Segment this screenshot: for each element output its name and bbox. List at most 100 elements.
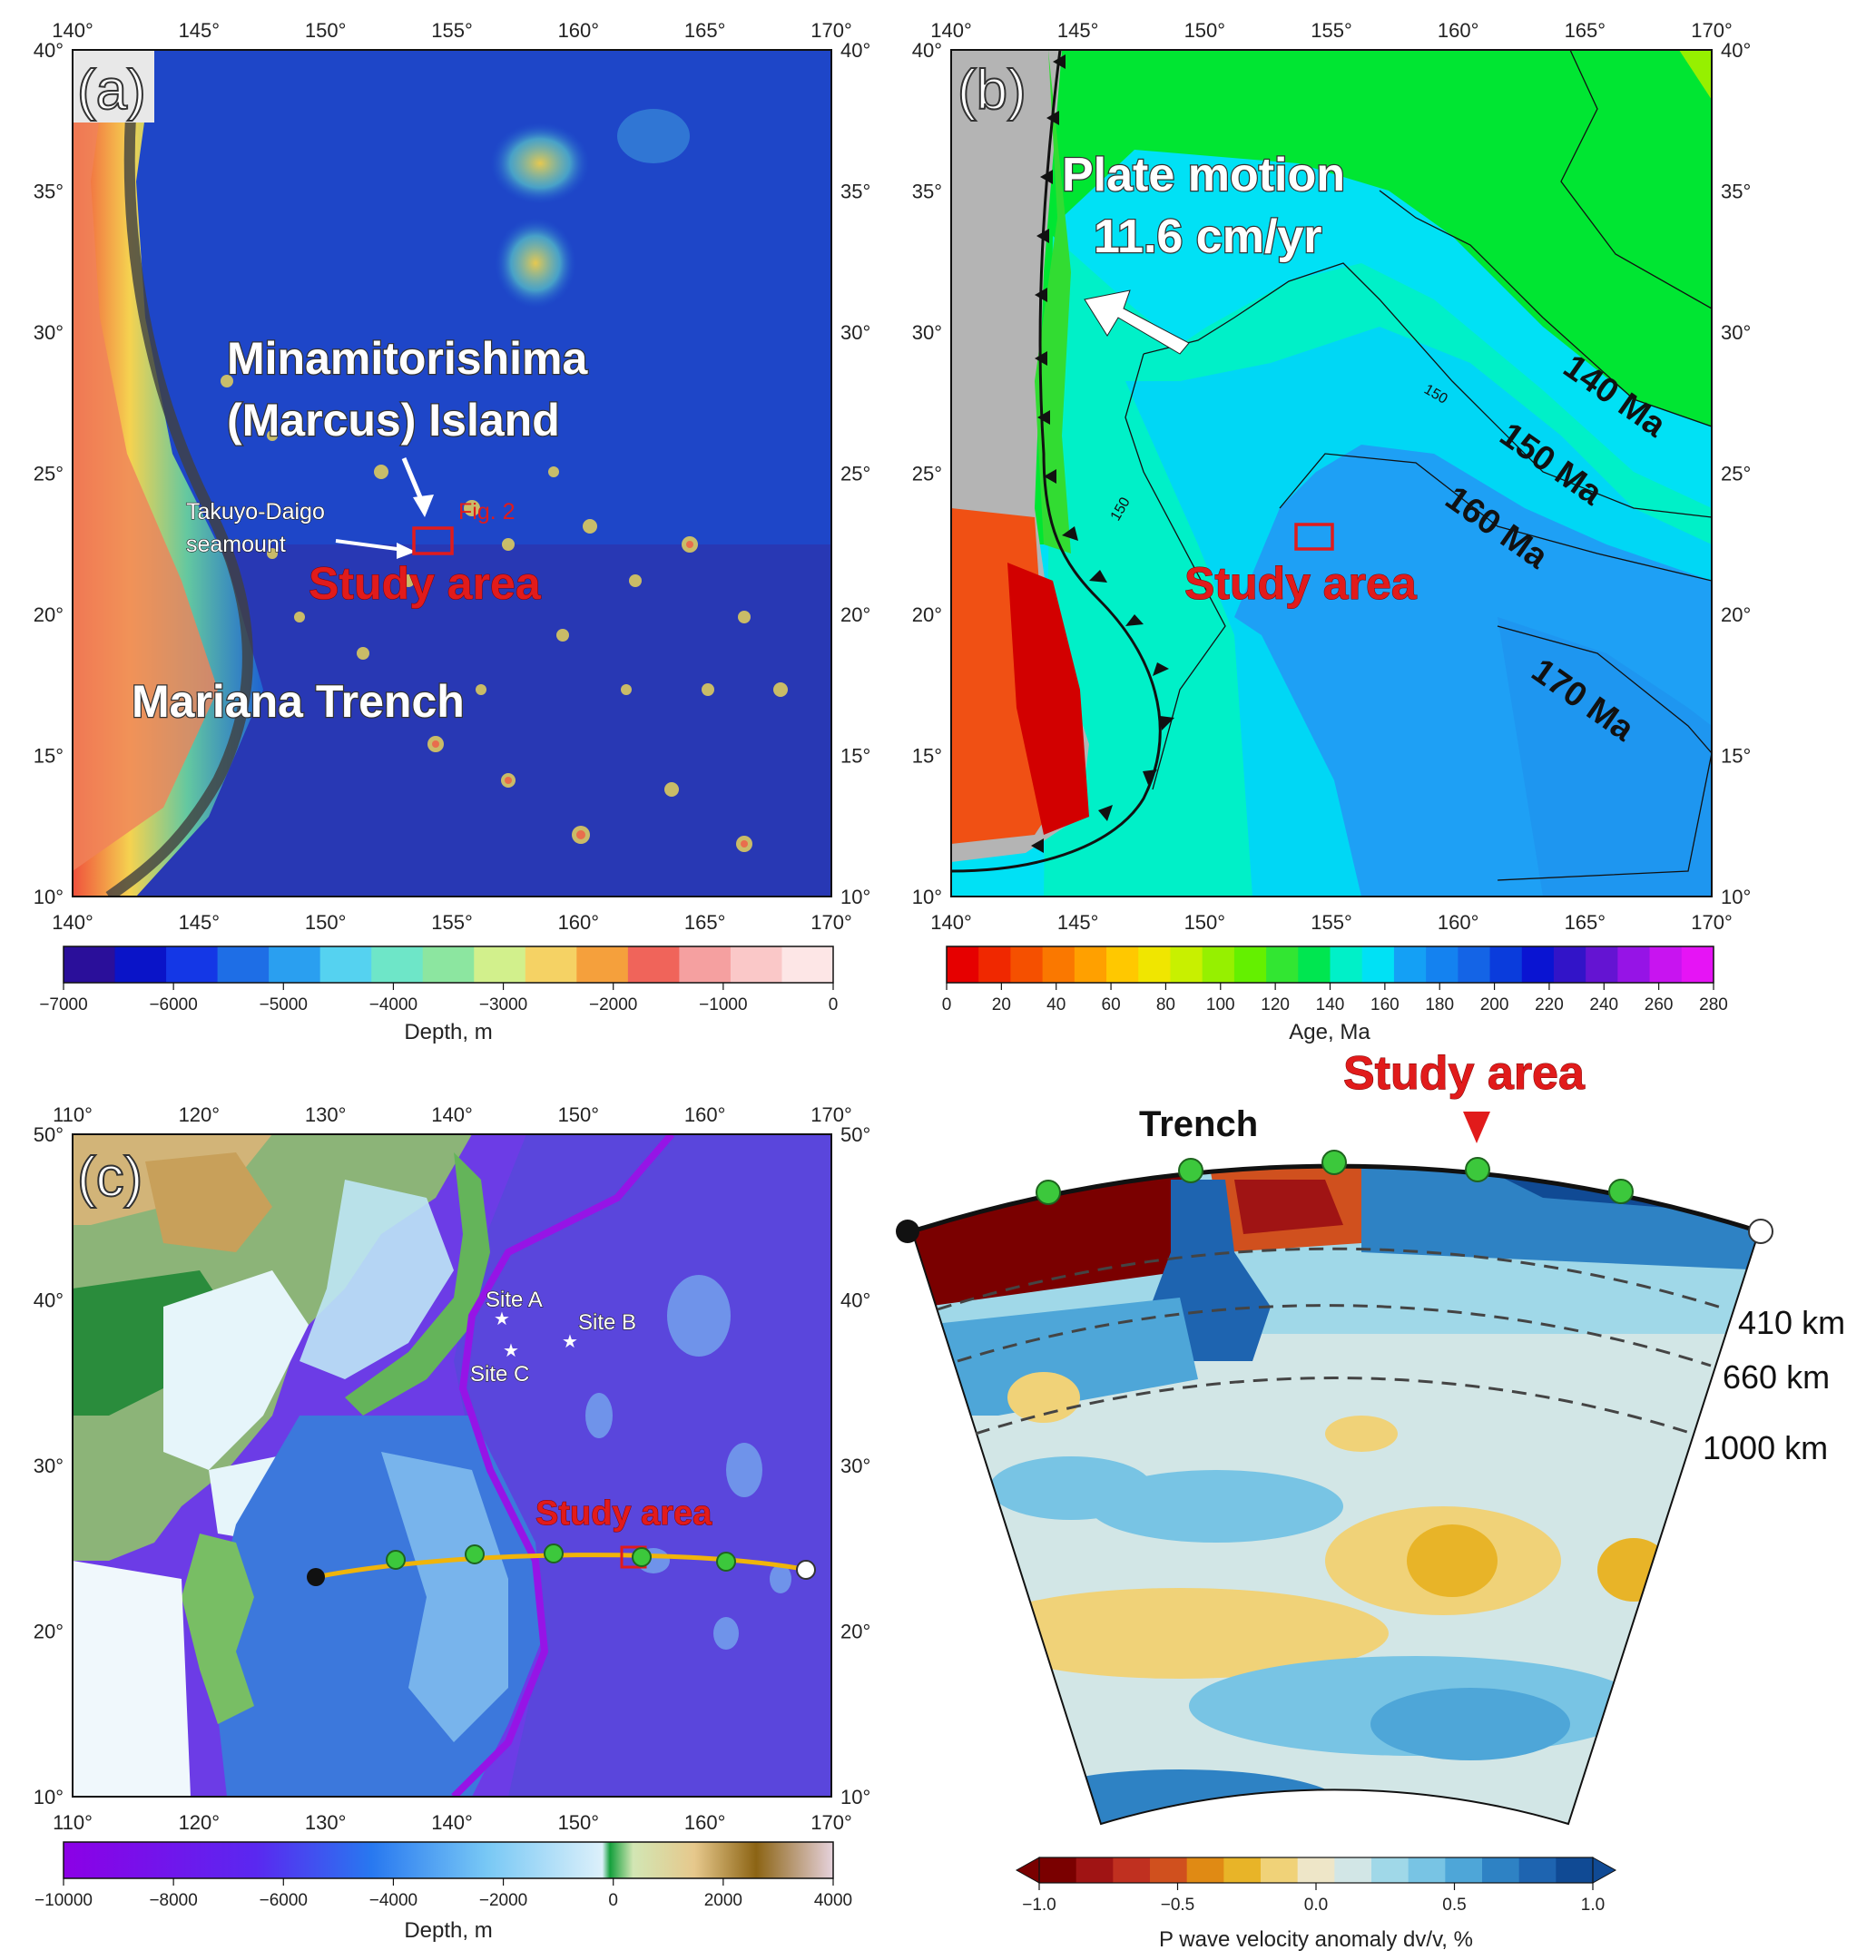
panel-d-colorbar-swatch	[1150, 1857, 1188, 1883]
panel-b-colorbar-tick-label: 60	[1102, 995, 1121, 1014]
panel-a-colorbar-swatch	[166, 946, 219, 983]
panel-a-lon-tick-top: 155°	[431, 19, 473, 42]
panel-a-colorbar-swatch	[525, 946, 577, 983]
panel-b-colorbar-swatch	[1681, 946, 1714, 983]
seamount-label-line2: seamount	[186, 532, 286, 557]
panel-b-lat-tick-left: 25°	[912, 463, 942, 485]
panel-d-colorbar-label: P wave velocity anomaly dv/v, %	[1159, 1927, 1473, 1952]
panel-d-colorbar-swatch	[1445, 1857, 1483, 1883]
panel-b-lon-tick-bottom: 150°	[1184, 911, 1226, 934]
panel-d-colorbar-swatch	[1482, 1857, 1520, 1883]
plate-motion-arrow	[1084, 289, 1190, 355]
panel-b-colorbar-tick-label: 100	[1206, 995, 1235, 1014]
panel-a-lat-tick-right: 20°	[840, 603, 870, 626]
panel-c-lon-tick-bottom: 160°	[684, 1811, 726, 1834]
panel-b-colorbar-swatch	[1586, 946, 1618, 983]
site-c-label: Site C	[470, 1362, 529, 1387]
panel-c-lat-tick-right: 20°	[840, 1621, 870, 1643]
panel-b-colorbar-tick-label: 200	[1480, 995, 1509, 1014]
panel-b-lon-tick-top: 165°	[1565, 19, 1606, 42]
panel-a-colorbar-tick-label: −5000	[260, 995, 308, 1014]
panel-d-colorbar-swatch	[1223, 1857, 1262, 1883]
panel-b-lon-tick-top: 170°	[1691, 19, 1733, 42]
panel-a-colorbar-tick-label: −6000	[149, 995, 197, 1014]
panel-a-study-box	[412, 526, 454, 555]
panel-d-colorbar-swatch	[1518, 1857, 1557, 1883]
panel-b-colorbar-label: Age, Ma	[1289, 1020, 1370, 1044]
island-name-line1: Minamitorishima	[227, 333, 588, 384]
panel-b-colorbar-swatch	[1330, 946, 1363, 983]
seamount-label-line1: Takuyo-Daigo	[186, 499, 325, 524]
panel-c-colorbar-tick-label: −2000	[479, 1891, 527, 1910]
panel-a-colorbar-swatch	[781, 946, 834, 983]
panel-c-lon-tick-top: 150°	[558, 1103, 600, 1126]
panel-d-colorbar-swatch	[1334, 1857, 1372, 1883]
section-end-marker	[1748, 1219, 1773, 1244]
panel-b-study-box	[1294, 523, 1334, 551]
panel-a-lon-tick-bottom: 145°	[179, 911, 221, 934]
panel-a-lat-tick-left: 10°	[34, 886, 64, 908]
panel-b-colorbar-swatch	[1393, 946, 1427, 983]
profile-marker-4	[632, 1547, 652, 1567]
panel-d-colorbar-swatch	[1371, 1857, 1409, 1883]
panel-b-lon-tick-top: 145°	[1057, 19, 1099, 42]
panel-a-colorbar-swatch	[730, 946, 782, 983]
panel-d-colorbar-swatch	[1556, 1857, 1594, 1883]
panel-b-lon-tick-bottom: 155°	[1311, 911, 1352, 934]
panel-b-lat-tick-right: 30°	[1721, 321, 1751, 344]
panel-a-lat-tick-left: 25°	[34, 463, 64, 485]
panel-b-lat-tick-right: 10°	[1721, 886, 1751, 908]
panel-c-lat-tick-left: 40°	[34, 1289, 64, 1312]
panel-a-lat-tick-left: 40°	[34, 39, 64, 62]
panel-b-colorbar-tick-label: 220	[1535, 995, 1564, 1014]
panel-d-tomography-section: 410 km 660 km 1000 km Trench Study area	[896, 1047, 1845, 1826]
panel-a-lon-tick-top: 160°	[558, 19, 600, 42]
site-a-star-icon: ★	[494, 1308, 510, 1329]
panel-b-colorbar-swatch	[1298, 946, 1331, 983]
panel-c-lat-tick-left: 20°	[34, 1621, 64, 1643]
panel-a-colorbar-swatch	[319, 946, 372, 983]
site-b-star-icon: ★	[562, 1330, 578, 1352]
panel-a-colorbar-swatch	[627, 946, 680, 983]
panel-d-colorbar-tick-label: 0.5	[1442, 1896, 1466, 1915]
panel-b-colorbar-tick-label: 160	[1370, 995, 1400, 1014]
panel-c-lat-tick-right: 40°	[840, 1289, 870, 1312]
panel-c-colorbar-label: Depth, m	[404, 1918, 492, 1943]
panel-b-lat-tick-right: 15°	[1721, 745, 1751, 768]
panel-c-lon-tick-top: 140°	[431, 1103, 473, 1126]
panel-b-colorbar-swatch	[1074, 946, 1107, 983]
panel-b-colorbar-swatch	[1138, 946, 1171, 983]
panel-b-colorbar-tick-label: 80	[1156, 995, 1175, 1014]
panel-d-colorbar-tick-label: −0.5	[1161, 1896, 1195, 1915]
panel-b-colorbar-swatch	[1521, 946, 1555, 983]
panel-a-lat-tick-right: 10°	[840, 886, 870, 908]
panel-a-colorbar-swatch	[217, 946, 270, 983]
panel-b-lon-tick-bottom: 160°	[1438, 911, 1479, 934]
panel-b-colorbar-swatch	[1458, 946, 1491, 983]
mariana-trench-label: Mariana Trench	[132, 676, 465, 727]
panel-a-colorbar-swatch	[64, 946, 116, 983]
panel-a-lon-tick-top: 150°	[305, 19, 347, 42]
panel-b-lon-tick-bottom: 170°	[1691, 911, 1733, 934]
panel-b-colorbar-swatch	[1233, 946, 1267, 983]
panel-c-lon-tick-bottom: 170°	[810, 1811, 852, 1834]
depth-1000-label: 1000 km	[1703, 1429, 1828, 1466]
panel-c-colorbar-tick-label: 2000	[704, 1891, 742, 1910]
panel-b-lat-tick-right: 20°	[1721, 603, 1751, 626]
panel-c-colorbar: −10000 −8000 −6000 −4000 −2000 0 2000 4000 Dept…	[34, 1841, 852, 1943]
panel-a-lat-tick-left: 15°	[34, 745, 64, 768]
site-b-label: Site B	[578, 1310, 636, 1335]
site-a-label: Site A	[486, 1288, 543, 1312]
panel-b-colorbar-swatch	[1553, 946, 1586, 983]
panel-d-colorbar-swatch	[1113, 1857, 1151, 1883]
panel-b-colorbar-swatch	[1426, 946, 1459, 983]
section-marker-1	[1036, 1180, 1061, 1205]
panel-d-colorbar-swatch	[1408, 1857, 1446, 1883]
panel-d-colorbar-tick-label: −1.0	[1022, 1896, 1056, 1915]
panel-b-colorbar-swatch	[947, 946, 979, 983]
panel-a-colorbar-tick-label: −4000	[369, 995, 417, 1014]
panel-b-seafloor-age-map: (b) Plate motion 11.6 cm/yr 140 Ma 150 M…	[912, 19, 1752, 934]
panel-a-colorbar: −7000 −6000 −5000 −4000 −3000 −2000 −1000 0 Dep…	[39, 946, 838, 1044]
island-name-line2: (Marcus) Island	[227, 395, 560, 446]
